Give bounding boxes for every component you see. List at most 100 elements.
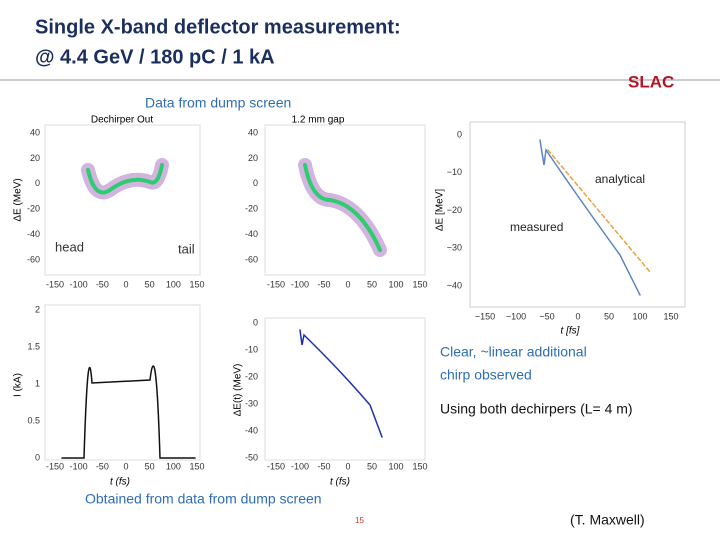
x-tick-label: -100 [291, 279, 309, 289]
x-tick-label: 0 [123, 461, 128, 471]
y-tick-label: -60 [245, 254, 258, 264]
y-tick-label: −40 [447, 280, 462, 290]
frame [264, 317, 426, 461]
curves [61, 139, 651, 459]
plot-frames [44, 121, 686, 461]
x-tick-label: -150 [46, 461, 64, 471]
y-tick-label: 20 [248, 153, 258, 163]
x-tick-label: 100 [166, 279, 181, 289]
x-tick-label: 150 [189, 279, 204, 289]
current-curve [61, 365, 196, 459]
y-tick-label: 20 [30, 153, 40, 163]
x-tick-label: 150 [412, 461, 427, 471]
footnote: Obtained from data from dump screen [85, 491, 322, 507]
x-tick-label: −100 [506, 311, 526, 321]
frame [469, 121, 686, 308]
x-tick-label: 50 [145, 279, 155, 289]
panel-title: Dechirper Out [91, 115, 153, 126]
y-tick-label: -50 [245, 452, 258, 462]
x-tick-label: 0 [345, 461, 350, 471]
label-measured: measured [510, 220, 563, 234]
y-tick-label: -20 [245, 371, 258, 381]
x-tick-label: 100 [632, 311, 647, 321]
page-number: 15 [355, 516, 364, 525]
y-tick-label: 0 [35, 452, 40, 462]
y-tick-label: −10 [447, 167, 462, 177]
y-tick-label: 2 [35, 304, 40, 314]
y-tick-label: −30 [447, 243, 462, 253]
conclusion: chirp observed [440, 367, 532, 383]
x-tick-label: 100 [166, 461, 181, 471]
y-tick-label: -10 [245, 344, 258, 354]
y-tick-label: -30 [245, 398, 258, 408]
y-tick-label: −20 [447, 205, 462, 215]
y-tick-label: -40 [245, 425, 258, 435]
setup-note: Using both dechirpers (L= 4 m) [440, 401, 633, 417]
y-tick-label: 1.5 [27, 341, 40, 351]
x-tick-label: 100 [388, 461, 403, 471]
analytical-curve [547, 149, 651, 273]
x-tick-label: 150 [663, 311, 678, 321]
x-tick-label: -150 [267, 461, 285, 471]
y-tick-label: 0 [253, 178, 258, 188]
credit: (T. Maxwell) [570, 512, 645, 528]
title-line: Single X-band deflector measurement: [35, 16, 401, 38]
y-tick-label: 0 [35, 178, 40, 188]
y-tick-label: -40 [245, 229, 258, 239]
y-tick-label: 1 [35, 378, 40, 388]
x-tick-label: -50 [317, 461, 330, 471]
y-tick-label: 40 [30, 127, 40, 137]
y-tick-label: 0 [457, 129, 462, 139]
measured-curve [539, 139, 641, 296]
label-analytical: analytical [595, 172, 645, 186]
x-tick-label: 50 [367, 461, 377, 471]
panel-title: 1.2 mm gap [292, 115, 345, 126]
x-tick-label: -50 [96, 279, 109, 289]
y-axis-label: ΔE [MeV] [435, 189, 446, 231]
y-tick-label: 0 [253, 317, 258, 327]
x-tick-label: 0 [345, 279, 350, 289]
label-tail: tail [178, 241, 195, 256]
x-tick-label: -50 [96, 461, 109, 471]
frame [44, 304, 201, 461]
x-axis-label: t (fs) [330, 477, 350, 488]
phase-space-core [303, 163, 382, 252]
conclusion: Clear, ~linear additional [440, 344, 587, 360]
y-tick-label: -60 [27, 254, 40, 264]
x-tick-label: -100 [291, 461, 309, 471]
x-tick-label: -150 [267, 279, 285, 289]
frame [264, 124, 426, 276]
y-tick-label: 0.5 [27, 415, 40, 425]
x-tick-label: −50 [539, 311, 554, 321]
frame [44, 124, 201, 276]
title-line: @ 4.4 GeV / 180 pC / 1 kA [35, 46, 275, 68]
x-tick-label: 50 [367, 279, 377, 289]
y-axis-label: ΔE (MeV) [13, 178, 24, 221]
x-tick-label: -150 [46, 279, 64, 289]
x-tick-label: −150 [475, 311, 495, 321]
x-tick-label: 150 [412, 279, 427, 289]
y-tick-label: 40 [248, 127, 258, 137]
x-tick-label: 150 [189, 461, 204, 471]
y-tick-label: -40 [27, 229, 40, 239]
y-tick-label: -20 [27, 204, 40, 214]
x-tick-label: -100 [70, 279, 88, 289]
x-tick-label: -50 [317, 279, 330, 289]
y-tick-label: -20 [245, 204, 258, 214]
phase-space-core [86, 163, 164, 195]
logo: SLAC [628, 72, 674, 91]
source-note: Data from dump screen [145, 95, 291, 111]
y-axis-label: ΔE(t) (MeV) [233, 364, 244, 417]
x-axis-label: t [fs] [561, 326, 580, 337]
x-tick-label: -100 [70, 461, 88, 471]
x-tick-label: 0 [575, 311, 580, 321]
x-tick-label: 100 [388, 279, 403, 289]
chirp-curve [299, 329, 383, 438]
x-tick-label: 0 [123, 279, 128, 289]
y-axis-label: I (kA) [13, 373, 24, 397]
label-head: head [55, 239, 84, 254]
x-axis-label: t (fs) [110, 477, 130, 488]
x-tick-label: 50 [604, 311, 614, 321]
